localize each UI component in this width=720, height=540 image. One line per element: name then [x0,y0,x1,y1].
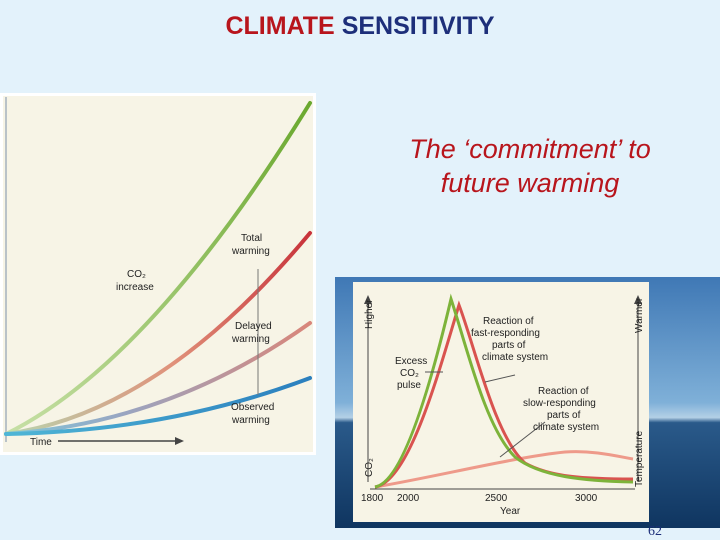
excess-co2-label-3: pulse [397,380,421,391]
observed-warming-curve [4,376,312,436]
slow-response-curve [374,450,634,489]
warmer-label: Warmer [634,297,645,333]
total-warming-label: Total [241,233,262,244]
tick-2500: 2500 [485,493,508,504]
excess-co2-label-2: CO₂ [400,368,419,379]
delayed-warming-label-2: warming [231,334,270,345]
slow-reaction-label-4: climate system [533,422,599,433]
tick-1800: 1800 [361,493,384,504]
co2-increase-label: CO₂ [127,269,146,280]
title-sensitivity: SENSITIVITY [341,12,495,40]
slow-reaction-label-2: slow-responding [523,398,596,409]
title-climate: CLIMATE [225,12,335,40]
warming-commitment-diagram: CO₂ increase Total warming Delayed warmi… [0,93,316,455]
warmer-arrow-icon [634,295,642,304]
observed-warming-label: Observed [231,402,274,413]
co2-axis-label: CO₂ [364,458,375,477]
page-number: 62 [648,524,662,539]
higher-arrow-icon [364,295,372,304]
time-arrow-icon [175,437,184,445]
higher-label: Higher [364,299,375,329]
fast-reaction-label-2: fast-responding [471,328,540,339]
tick-3000: 3000 [575,493,598,504]
temperature-label: Temperature [634,430,645,487]
subtitle-line-2: future warming [440,167,620,198]
slow-reaction-label-3: parts of [547,410,581,421]
slide-subtitle: The ‘commitment’ to future warming [360,133,700,201]
observed-warming-label-2: warming [231,415,270,426]
total-warming-label-2: warming [231,246,270,257]
fast-reaction-label-4: climate system [482,352,548,363]
slow-reaction-label: Reaction of [538,386,589,397]
excess-co2-label: Excess [395,356,427,367]
total-warming-curve [4,231,312,436]
co2-increase-label-2: increase [116,282,154,293]
slide-title: CLIMATE SENSITIVITY [0,12,720,41]
co2-pulse-diagram: Higher CO₂ Warmer Temperature Reaction o… [335,277,720,528]
tick-2000: 2000 [397,493,420,504]
year-axis-label: Year [500,506,521,517]
time-axis-label: Time [30,437,52,448]
fast-reaction-label: Reaction of [483,316,534,327]
co2-increase-curve [4,101,312,436]
delayed-warming-curve [4,321,312,436]
delayed-warming-label: Delayed [235,321,272,332]
co2-pulse-curve [374,293,634,489]
fast-reaction-label-3: parts of [492,340,526,351]
subtitle-line-1: The ‘commitment’ to [409,134,651,164]
